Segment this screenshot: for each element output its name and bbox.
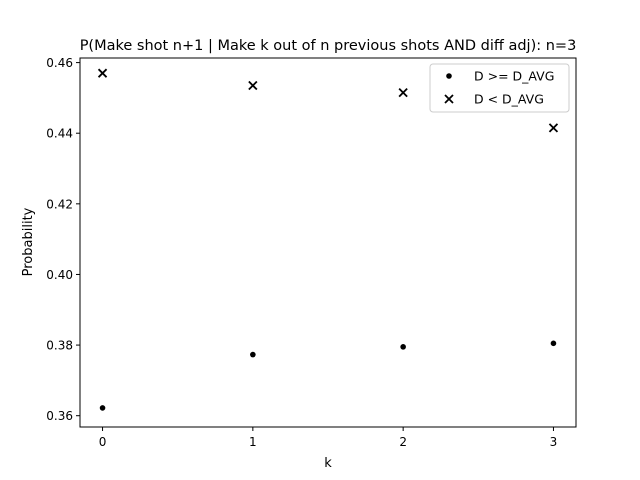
- y-axis: 0.36 0.38 0.40 0.42 0.44 0.46: [46, 56, 80, 423]
- y-tick-label-0: 0.36: [46, 409, 73, 423]
- legend-marker-0: [446, 73, 452, 79]
- series-0-point-1: [250, 351, 256, 358]
- series-1-point-2: [398, 87, 408, 98]
- series-0-point-2: [400, 344, 406, 350]
- y-tick-label-1: 0.38: [46, 339, 73, 353]
- x-axis: 0 1 2 3: [99, 427, 558, 449]
- x-tick-label-1: 1: [249, 435, 257, 449]
- x-tick-label-2: 2: [399, 435, 407, 449]
- series-0-point-3: [550, 340, 557, 347]
- x-tick-label-3: 3: [550, 435, 558, 449]
- legend-label-1: D < D_AVG: [474, 92, 544, 107]
- series-1-point-1: [248, 80, 258, 91]
- y-tick-label-5: 0.46: [46, 56, 73, 70]
- plot-marks: [97, 68, 559, 411]
- y-axis-label: Probability: [21, 207, 36, 276]
- y-tick-label-3: 0.42: [46, 197, 73, 211]
- series-1-point-3: [548, 123, 559, 133]
- legend-label-0: D >= D_AVG: [474, 69, 554, 84]
- plot-frame: [79, 57, 577, 428]
- series-1-point-0: [97, 68, 108, 78]
- series-0-point-0: [99, 405, 106, 411]
- y-tick-label-4: 0.44: [46, 127, 73, 141]
- legend-marker-1: [444, 94, 454, 104]
- legend: D >= D_AVG D < D_AVG: [429, 63, 570, 113]
- legend-box: [429, 63, 570, 113]
- x-tick-label-0: 0: [99, 435, 107, 449]
- x-axis-label: k: [324, 456, 332, 471]
- chart-title: P(Make shot n+1 | Make k out of n previo…: [80, 38, 577, 54]
- y-tick-label-2: 0.40: [46, 268, 73, 282]
